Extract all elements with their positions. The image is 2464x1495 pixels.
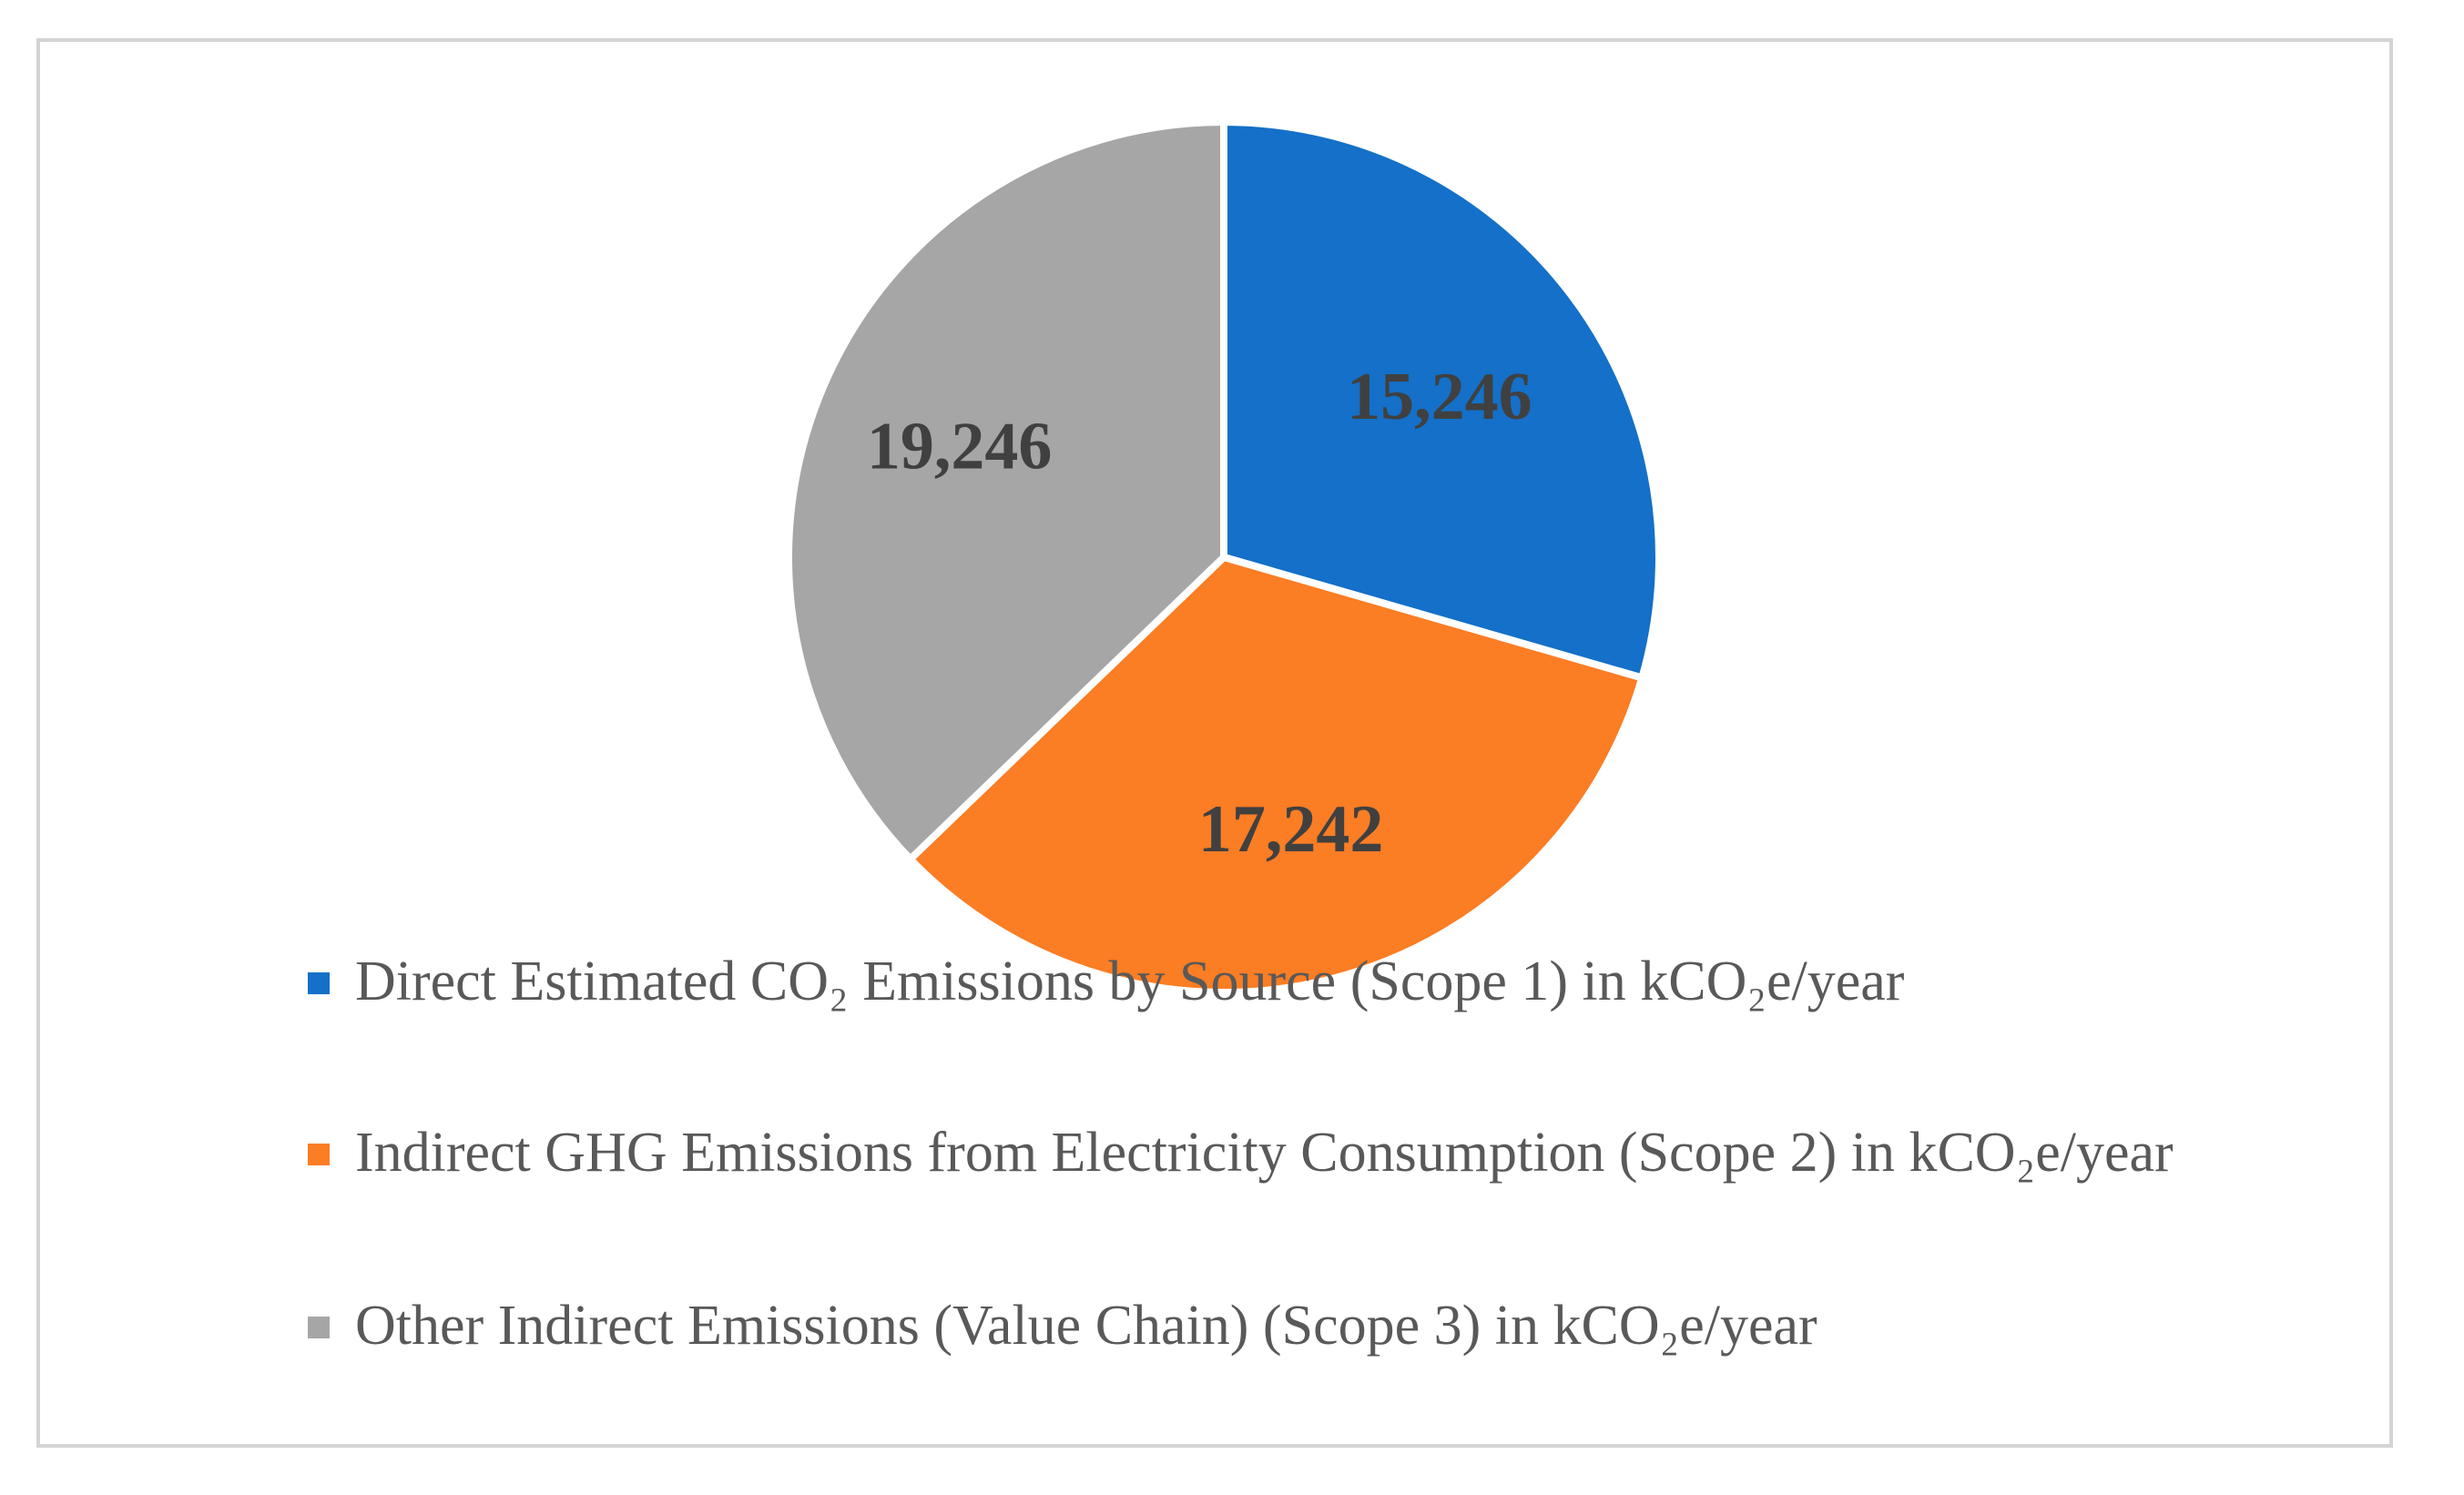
legend-swatch-scope-3	[308, 1317, 330, 1338]
data-label-scope-3: 19,246	[867, 410, 1053, 484]
legend-item-scope-1: Direct Estimated CO₂ Emissions by Source…	[308, 941, 1904, 1022]
legend-label-scope-2: Indirect GHG Emissions from Electricity …	[355, 1122, 2174, 1184]
pie-data-labels: 15,246 17,242 19,246	[867, 360, 1532, 867]
data-label-scope-2: 17,242	[1198, 792, 1384, 867]
pie-slice-scope-1	[1220, 118, 1663, 682]
legend-swatch-scope-2	[308, 1144, 330, 1165]
legend-item-scope-3: Other Indirect Emissions (Value Chain) (…	[308, 1286, 1817, 1366]
legend-item-scope-2: Indirect GHG Emissions from Electricity …	[308, 1113, 2231, 1193]
data-label-scope-1: 15,246	[1347, 360, 1532, 434]
legend-label-scope-3: Other Indirect Emissions (Value Chain) (…	[355, 1295, 1817, 1357]
pie-slice-scope-2	[906, 554, 1646, 996]
pie-slices	[785, 118, 1663, 996]
legend-swatch-scope-1	[308, 972, 330, 994]
pie-slice-scope-3	[785, 118, 1227, 863]
legend-label-scope-1: Direct Estimated CO₂ Emissions by Source…	[355, 951, 1905, 1012]
